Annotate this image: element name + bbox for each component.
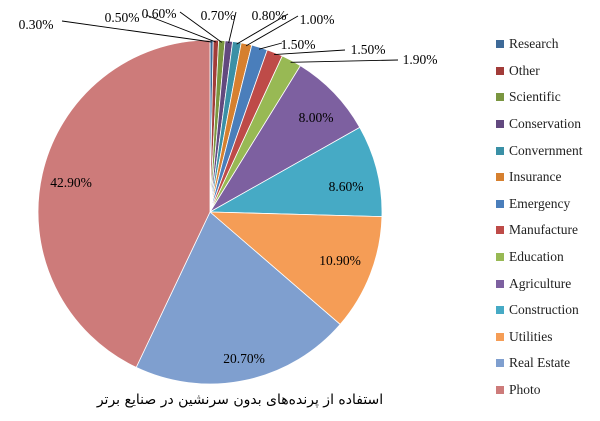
legend-swatch [496, 253, 504, 262]
pie-slice-photo [37, 39, 211, 368]
data-label-insurance: 1.00% [300, 12, 335, 27]
legend-label: Agriculture [509, 275, 572, 291]
legend-label: Education [509, 249, 564, 265]
legend-item-agriculture: Agriculture [496, 270, 583, 297]
leader-line-conservation [228, 11, 237, 44]
pie-slices [37, 39, 383, 385]
pie-slice-construction [208, 126, 383, 218]
legend-item-conservation: Conservation [496, 111, 583, 138]
data-label-education: 1.90% [403, 52, 438, 67]
legend-label: Manufacture [509, 222, 578, 238]
leader-lines [61, 11, 399, 63]
legend-item-emergency: Emergency [496, 191, 583, 218]
legend-label: Insurance [509, 169, 562, 185]
data-label-real-estate: 20.70% [223, 351, 265, 366]
legend-item-convernment: Convernment [496, 137, 583, 164]
data-label-conservation: 0.70% [201, 8, 236, 23]
legend-label: Convernment [509, 142, 583, 158]
data-label-scientific: 0.60% [142, 6, 177, 21]
pie-slice-real-estate [135, 211, 341, 385]
legend-item-manufacture: Manufacture [496, 217, 583, 244]
leader-line-convernment [236, 13, 289, 45]
legend-swatch [496, 66, 504, 75]
legend-swatch [496, 93, 504, 102]
legend-item-scientific: Scientific [496, 84, 583, 111]
data-label-manufacture: 1.50% [351, 42, 386, 57]
legend-swatch [496, 146, 504, 155]
legend-swatch [496, 279, 504, 288]
legend-label: Real Estate [509, 355, 571, 371]
legend-swatch [496, 332, 504, 341]
data-label-emergency: 1.50% [281, 37, 316, 52]
data-label-photo: 42.90% [50, 175, 92, 190]
legend-item-construction: Construction [496, 297, 583, 324]
leader-line-emergency [258, 42, 283, 50]
legend-item-research: Research [496, 31, 583, 58]
data-label-agriculture: 8.00% [299, 110, 334, 125]
leader-line-education [290, 59, 399, 63]
legend-label: Emergency [509, 195, 571, 211]
data-label-convernment: 0.80% [252, 8, 287, 23]
legend-item-education: Education [496, 244, 583, 271]
leader-line-manufacture [274, 49, 346, 56]
legend-swatch [496, 386, 504, 395]
pie-slice-utilities [208, 211, 383, 325]
data-label-construction: 8.60% [329, 179, 364, 194]
legend-swatch [496, 199, 504, 208]
data-label-utilities: 10.90% [319, 253, 361, 268]
legend-swatch [496, 359, 504, 368]
legend-item-utilities: Utilities [496, 324, 583, 351]
legend-swatch [496, 120, 504, 129]
data-label-research: 0.30% [19, 17, 54, 32]
chart-caption: استفاده از پرنده‌های بدون سرنشین در صنای… [96, 392, 384, 408]
legend-swatch [496, 173, 504, 182]
leader-line-research [61, 20, 212, 43]
legend-label: Conservation [509, 116, 581, 132]
legend-item-photo: Photo [496, 377, 583, 404]
legend-label: Photo [509, 382, 541, 398]
leader-line-other [145, 14, 217, 43]
legend-label: Utilities [509, 328, 553, 344]
data-labels: 0.30% 0.50% 0.60% 0.70% 0.80% 1.00% 1.50% 1.50%… [19, 6, 438, 366]
legend-label: Construction [509, 302, 579, 318]
leader-line-insurance [245, 15, 299, 47]
leader-line-scientific [179, 11, 223, 43]
legend-swatch [496, 226, 504, 235]
legend-swatch [496, 40, 504, 49]
legend: Research Other Scientific Conservation Conve… [496, 31, 583, 403]
legend-swatch [496, 306, 504, 315]
legend-label: Other [509, 62, 540, 78]
legend-label: Research [509, 36, 559, 52]
legend-item-real-estate: Real Estate [496, 350, 583, 377]
legend-item-insurance: Insurance [496, 164, 583, 191]
data-label-other: 0.50% [105, 10, 140, 25]
legend-label: Scientific [509, 89, 561, 105]
legend-item-other: Other [496, 58, 583, 85]
